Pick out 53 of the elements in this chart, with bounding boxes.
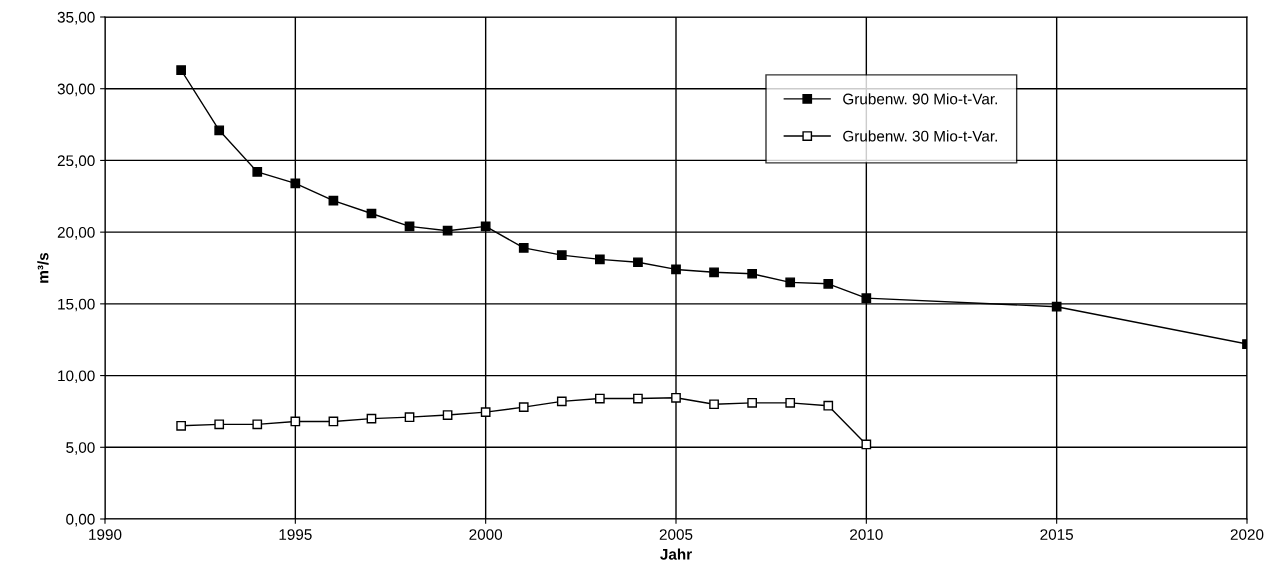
point — [709, 399, 719, 410]
x-tick-label: 2010 — [850, 529, 883, 540]
x-axis-title: Jahr — [660, 548, 692, 560]
x-tick-label: 1995 — [279, 529, 312, 540]
point — [252, 419, 263, 430]
point — [290, 178, 301, 189]
point — [252, 167, 263, 177]
y-tick-label: 15,00 — [58, 298, 95, 312]
point — [861, 293, 872, 303]
x-tick-label: 2005 — [659, 529, 693, 540]
point — [671, 264, 681, 275]
point — [214, 125, 225, 136]
point — [823, 278, 834, 289]
x-tick-label: 2020 — [1230, 529, 1264, 540]
point — [861, 439, 872, 450]
y-tick-label: 30,00 — [57, 83, 95, 97]
y-tick-label: 5,00 — [66, 442, 95, 455]
y-tick-label: 10,00 — [58, 370, 95, 384]
point — [442, 225, 453, 236]
point — [671, 392, 681, 403]
point — [633, 257, 643, 268]
point — [633, 393, 643, 404]
point — [823, 400, 834, 411]
point — [518, 402, 529, 412]
point — [709, 267, 719, 278]
point — [176, 420, 186, 431]
point — [747, 397, 757, 408]
x-tick-label: 2000 — [469, 529, 503, 540]
point — [442, 410, 453, 420]
point — [747, 268, 757, 279]
point — [1051, 301, 1062, 312]
point — [785, 277, 796, 288]
point — [518, 243, 529, 253]
y-tick-label: 25,00 — [57, 155, 95, 168]
x-tick-label: 2015 — [1040, 529, 1074, 540]
point — [595, 393, 605, 404]
point — [214, 419, 225, 430]
y-axis-title: m³/s — [37, 252, 49, 283]
point — [480, 407, 491, 418]
y-tick-label: 0,00 — [66, 513, 95, 527]
legend-label: Grubenw. 90 Mio-t-Var. — [843, 93, 997, 105]
point — [480, 221, 491, 232]
y-tick-label: 35,00 — [57, 11, 95, 25]
point — [290, 416, 301, 427]
point — [785, 397, 796, 408]
point — [404, 412, 415, 423]
x-tick-label: 1990 — [89, 529, 122, 540]
point — [595, 254, 605, 265]
point — [556, 396, 567, 407]
y-tick-label: 20,00 — [57, 227, 95, 240]
legend-label: Grubenw. 30 Mio-t-Var. — [843, 130, 997, 142]
point — [176, 65, 186, 75]
point — [556, 250, 567, 260]
